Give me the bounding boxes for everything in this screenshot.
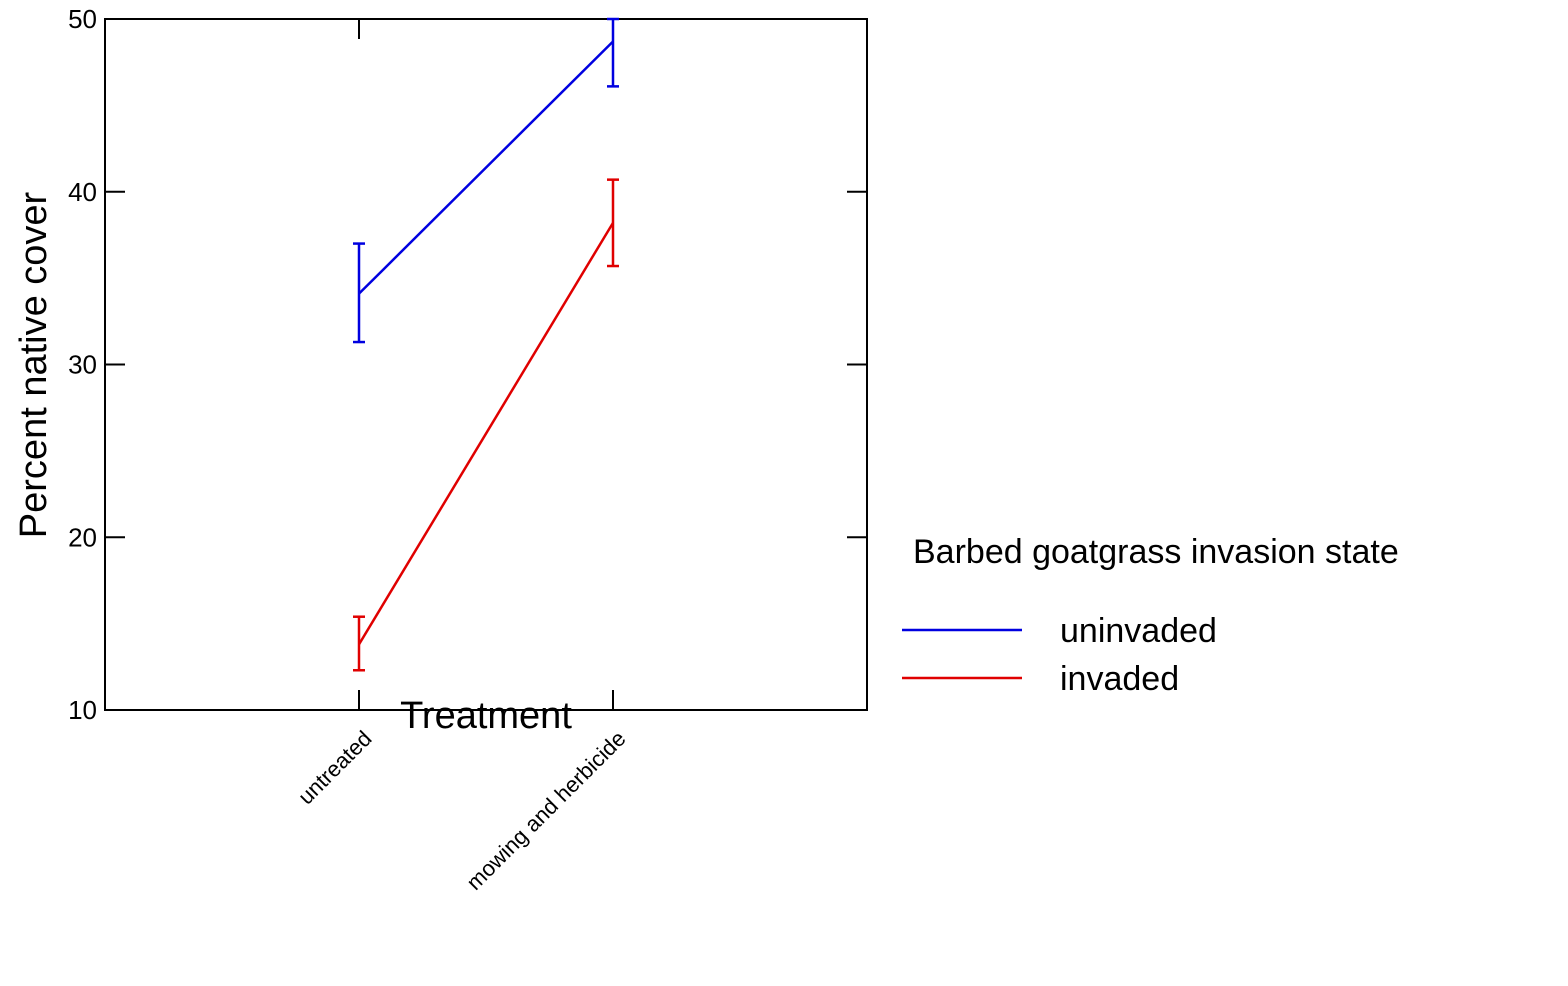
x-category-label: untreated <box>293 726 376 809</box>
y-tick-label: 20 <box>68 522 97 552</box>
series-line <box>357 222 615 646</box>
x-category-label: mowing and herbicide <box>462 726 631 895</box>
plot-frame <box>104 18 868 711</box>
x-axis-title: Treatment <box>400 695 572 737</box>
legend-label: invaded <box>1060 660 1179 698</box>
legend-label: uninvaded <box>1060 612 1217 650</box>
y-axis-title: Percent native cover <box>13 191 55 538</box>
y-tick-label: 50 <box>68 4 97 34</box>
legend: Barbed goatgrass invasion state uninvade… <box>902 533 1399 698</box>
y-axis: 10 20 30 40 50 <box>68 4 867 725</box>
y-tick-label: 10 <box>68 695 97 725</box>
series-invaded <box>353 178 619 672</box>
series-uninvaded <box>353 17 619 344</box>
x-axis: untreated mowing and herbicide <box>293 19 631 895</box>
series-layer <box>353 17 619 672</box>
y-tick-label: 30 <box>68 350 97 380</box>
legend-title: Barbed goatgrass invasion state <box>913 533 1399 571</box>
y-tick-label: 40 <box>68 177 97 207</box>
series-line <box>358 40 614 295</box>
